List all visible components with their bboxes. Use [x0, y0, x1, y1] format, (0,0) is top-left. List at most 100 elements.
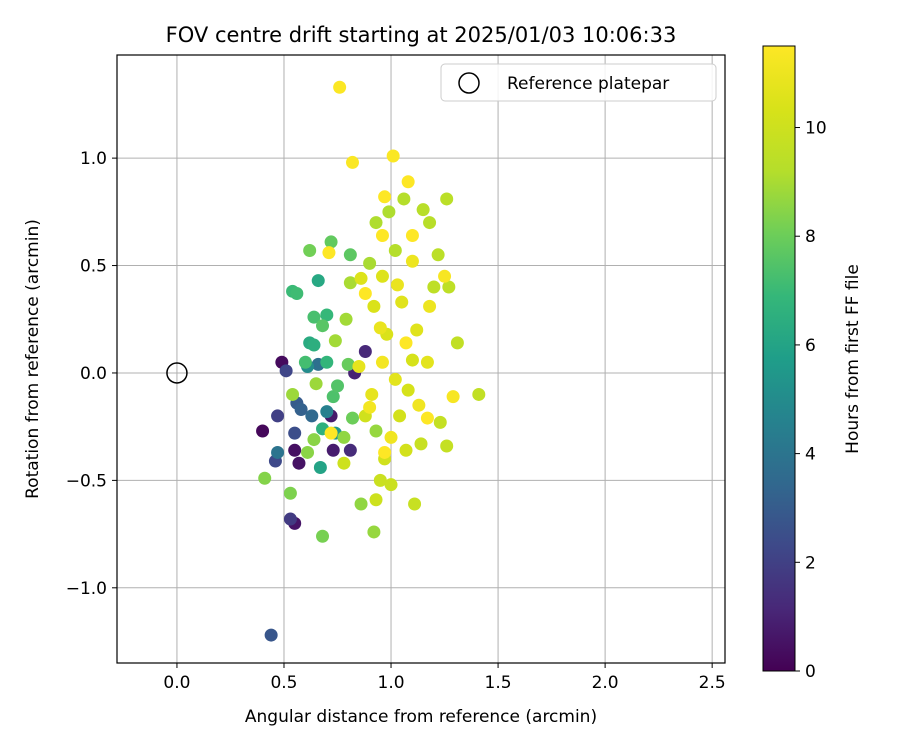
data-point	[301, 445, 315, 459]
data-point	[326, 443, 340, 457]
data-point	[450, 336, 464, 350]
colorbar: 0 2 4 6 8 10 Hours from first FF file	[762, 45, 863, 682]
grid-lines	[117, 55, 725, 663]
colorbar-gradient	[762, 45, 796, 672]
data-point	[395, 295, 409, 309]
x-tick-label: 0.5	[270, 673, 297, 693]
data-point	[423, 299, 437, 313]
data-point	[369, 424, 383, 438]
data-point	[363, 400, 377, 414]
data-point	[401, 175, 415, 189]
colorbar-tick-label: 2	[805, 553, 816, 573]
data-point	[399, 443, 413, 457]
data-point	[307, 310, 321, 324]
data-point	[378, 190, 392, 204]
data-point	[320, 405, 334, 419]
data-point	[337, 430, 351, 444]
data-point	[408, 497, 422, 511]
data-point	[412, 398, 426, 412]
data-point	[345, 411, 359, 425]
data-point	[286, 387, 300, 401]
data-point	[320, 355, 334, 369]
colorbar-tick-label: 8	[805, 227, 816, 247]
data-point	[288, 443, 302, 457]
data-point	[331, 379, 345, 393]
data-point	[369, 216, 383, 230]
colorbar-tick-label: 6	[805, 336, 816, 356]
data-point	[358, 286, 372, 300]
data-point	[339, 312, 353, 326]
legend: Reference platepar	[440, 63, 717, 102]
chart-title: FOV centre drift starting at 2025/01/03 …	[166, 23, 677, 47]
data-point	[420, 411, 434, 425]
data-point	[352, 360, 366, 374]
data-point	[369, 493, 383, 507]
data-point	[446, 390, 460, 404]
data-point	[283, 512, 297, 526]
data-point	[375, 355, 389, 369]
data-point	[326, 390, 340, 404]
y-tick-label: −0.5	[66, 471, 107, 491]
data-point	[382, 205, 396, 219]
data-point	[324, 235, 338, 249]
data-point	[373, 473, 387, 487]
data-point	[365, 387, 379, 401]
data-point	[393, 409, 407, 423]
y-axis-label: Rotation from reference (arcmin)	[23, 219, 43, 499]
data-point	[290, 286, 304, 300]
data-point	[358, 344, 372, 358]
data-point	[440, 439, 454, 453]
data-point	[316, 529, 330, 543]
data-point	[316, 319, 330, 333]
data-point	[343, 443, 357, 457]
data-point	[271, 409, 285, 423]
data-point	[343, 276, 357, 290]
y-tick-label: 1.0	[80, 149, 107, 169]
colorbar-tick-label: 10	[805, 119, 827, 139]
data-point	[294, 402, 308, 416]
data-points	[256, 80, 486, 642]
data-point	[472, 387, 486, 401]
data-point	[341, 357, 355, 371]
data-point	[386, 149, 400, 163]
data-point	[307, 338, 321, 352]
data-point	[307, 433, 321, 447]
x-tick-label: 0.0	[163, 673, 190, 693]
data-point	[442, 280, 456, 294]
data-point	[375, 269, 389, 283]
data-point	[320, 308, 334, 322]
data-point	[328, 334, 342, 348]
legend-box	[440, 63, 717, 102]
data-point	[440, 192, 454, 206]
data-point	[427, 280, 441, 294]
data-point	[313, 460, 327, 474]
data-point	[416, 203, 430, 217]
data-point	[292, 456, 306, 470]
x-tick-label: 1.5	[485, 673, 512, 693]
y-axis-ticks: −1.0 −0.5 0.0 0.5 1.0	[66, 149, 117, 599]
data-point	[279, 364, 293, 378]
x-axis-label: Angular distance from reference (arcmin)	[245, 707, 597, 727]
data-point	[414, 437, 428, 451]
data-point	[397, 192, 411, 206]
data-point	[288, 426, 302, 440]
data-point	[283, 486, 297, 500]
legend-marker-icon	[458, 72, 480, 94]
data-point	[423, 216, 437, 230]
data-point	[343, 248, 357, 262]
data-point	[438, 269, 452, 283]
data-point	[324, 426, 338, 440]
x-tick-label: 2.5	[699, 673, 726, 693]
plot-frame	[116, 54, 726, 664]
data-point	[431, 248, 445, 262]
x-tick-label: 1.0	[378, 673, 405, 693]
data-point	[367, 525, 381, 539]
colorbar-ticks: 0 2 4 6 8 10	[795, 119, 827, 682]
data-point	[405, 353, 419, 367]
data-point	[367, 299, 381, 313]
data-point	[258, 471, 272, 485]
colorbar-tick-label: 4	[805, 445, 816, 465]
reference-point-marker	[166, 362, 188, 384]
data-point	[345, 155, 359, 169]
